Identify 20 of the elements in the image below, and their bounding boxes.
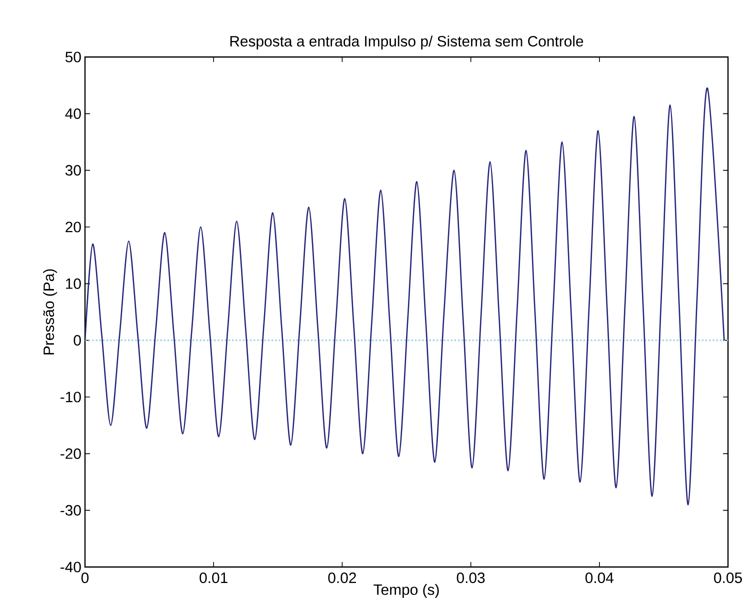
chart-title: Resposta a entrada Impulso p/ Sistema sem Controle	[230, 36, 584, 50]
y-tick-label: 40	[65, 108, 81, 119]
x-tick-label: 0.03	[456, 572, 485, 584]
line-series	[85, 88, 725, 506]
y-tick-label: -30	[60, 505, 81, 516]
x-axis-title: Tempo (s)	[374, 584, 439, 598]
y-tick-label: 30	[65, 165, 81, 176]
y-tick-label: 0	[74, 335, 81, 346]
y-tick-label: -10	[60, 392, 81, 402]
y-tick-label: 10	[66, 278, 81, 289]
y-tick-label: -20	[60, 448, 81, 459]
x-tick-label: 0.02	[328, 572, 356, 584]
x-tick-label: 0.01	[200, 572, 228, 584]
y-tick-label: 50	[65, 52, 81, 62]
x-tick-label: 0.05	[714, 572, 742, 584]
x-tick-label: 0.04	[585, 572, 614, 584]
y-tick-label: -40	[60, 562, 81, 572]
y-tick-label: 20	[66, 222, 81, 232]
y-axis-title: Pressão (Pa)	[43, 269, 58, 354]
x-tick-label: 0	[81, 572, 89, 584]
